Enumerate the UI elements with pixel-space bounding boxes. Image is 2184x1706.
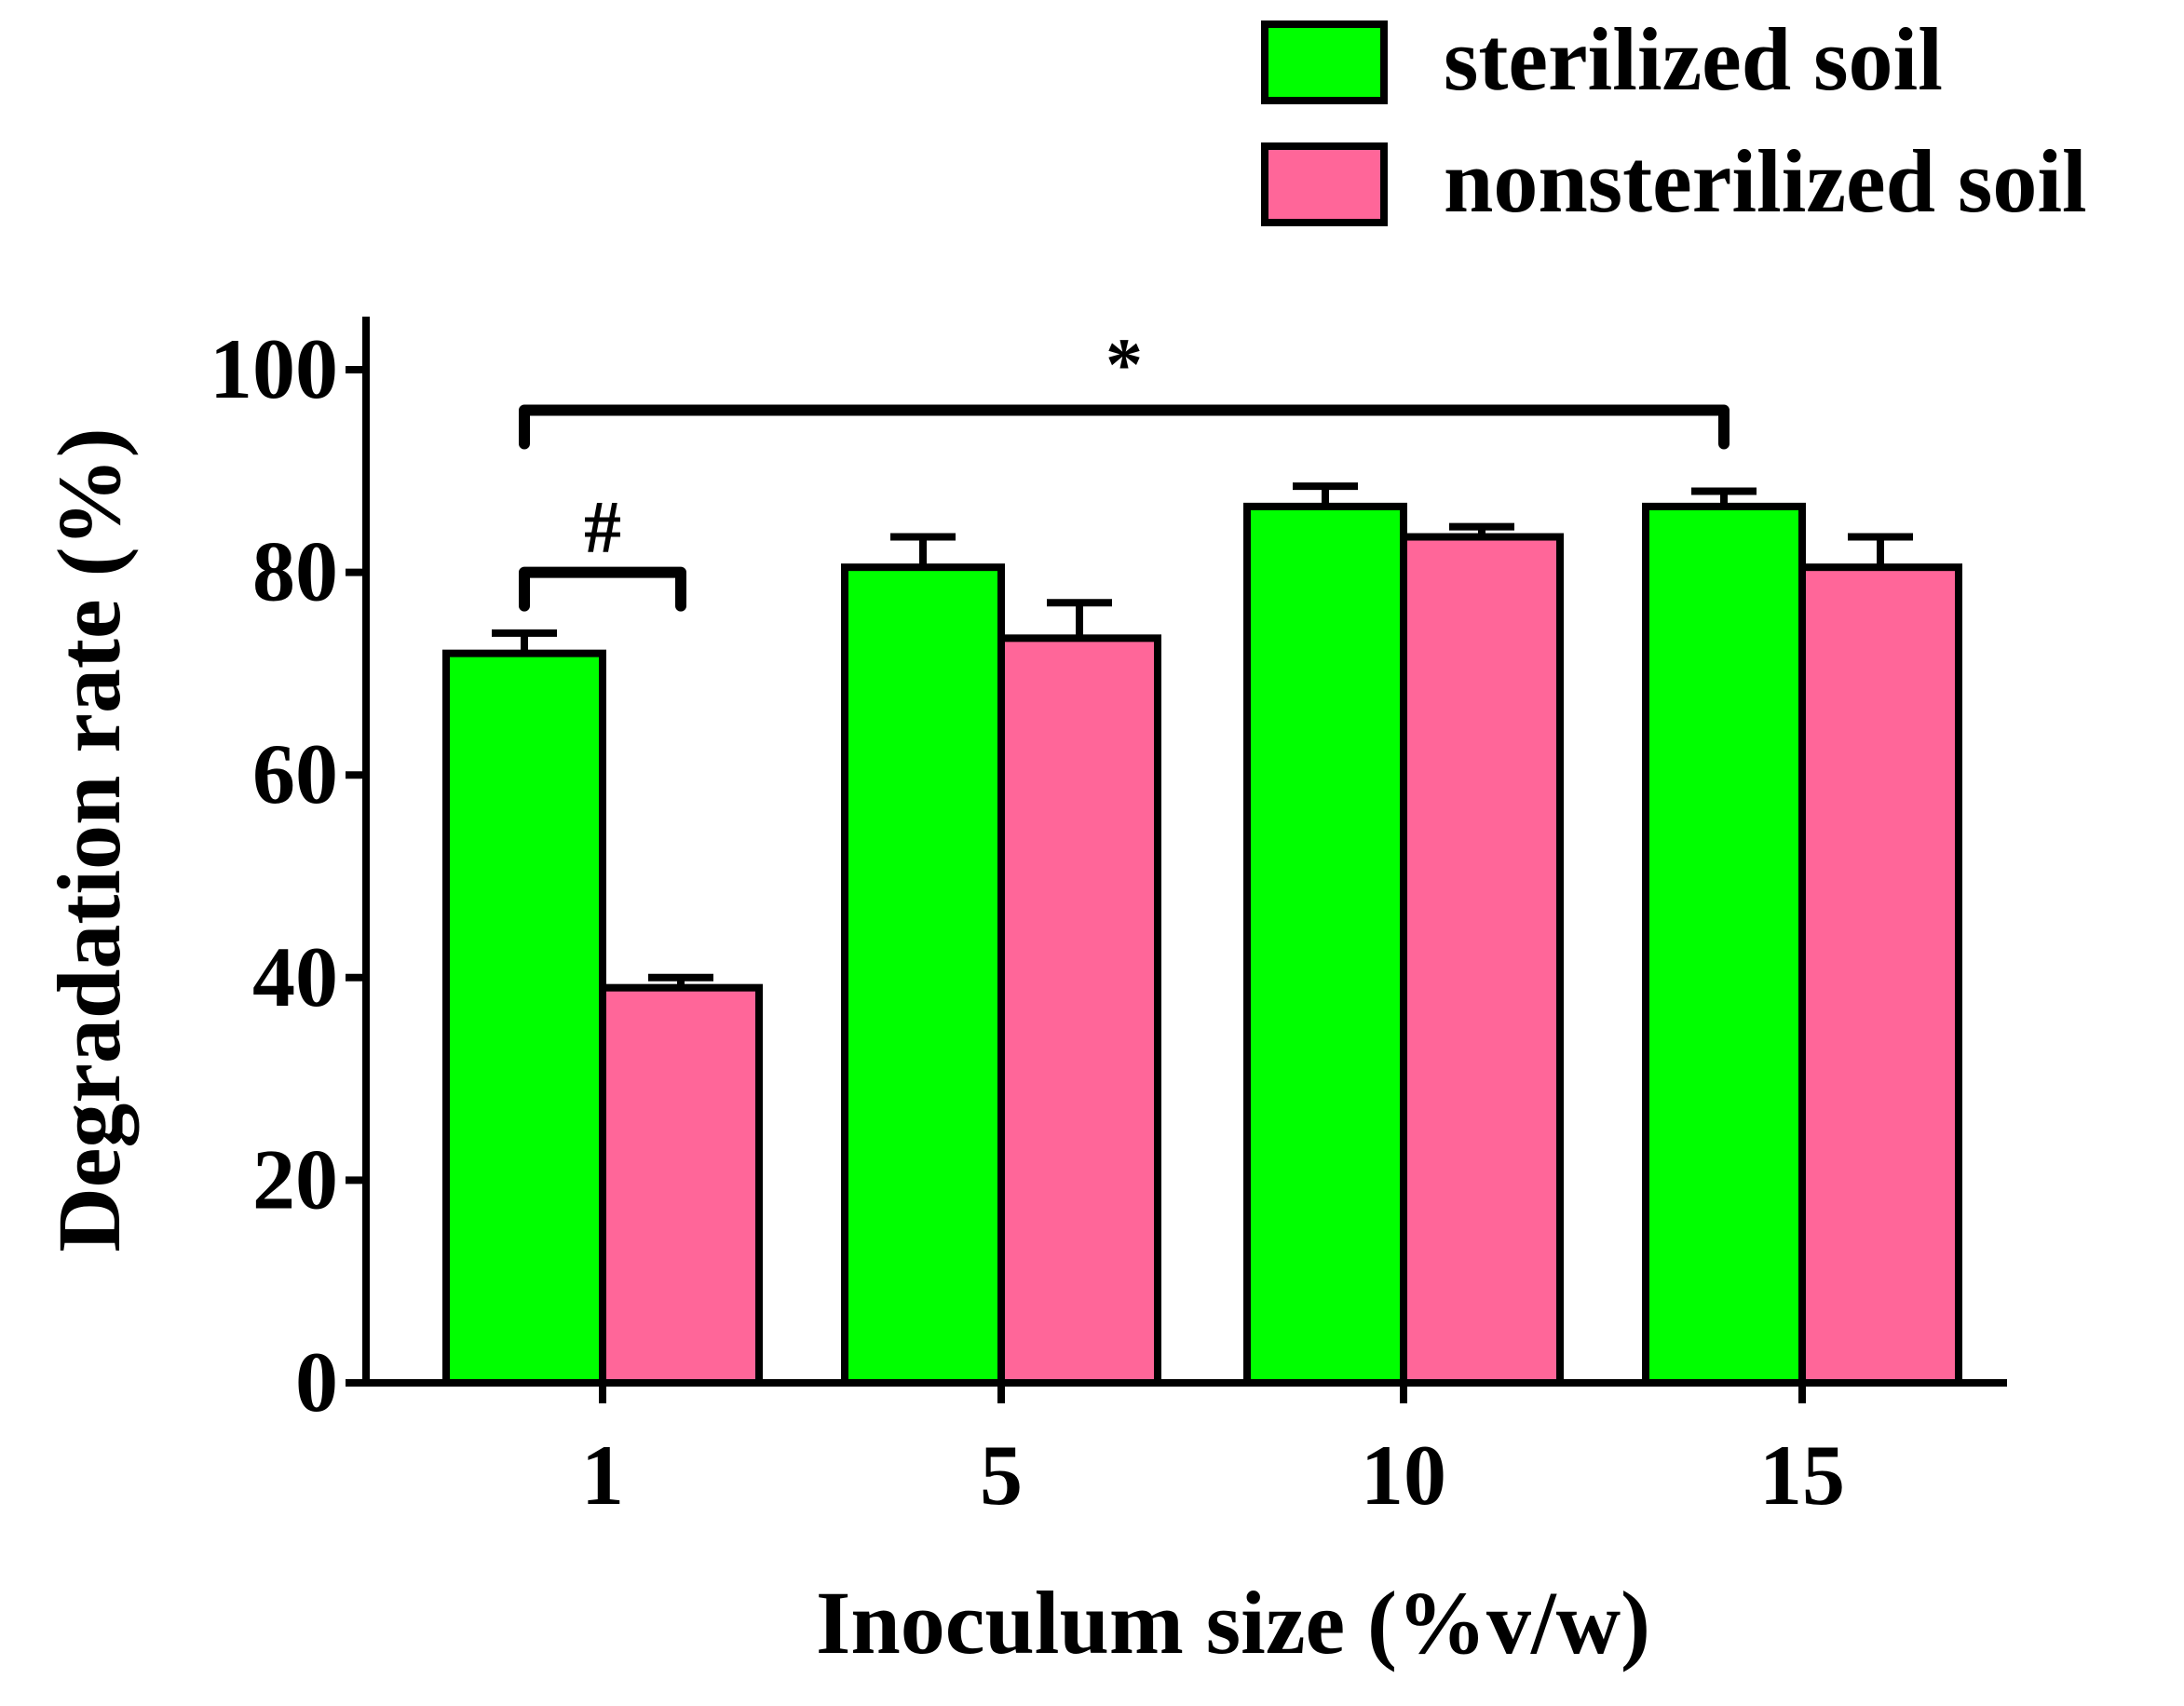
x-tick-label-5: 5 xyxy=(980,1428,1023,1523)
bar-nonsterilized-1 xyxy=(599,983,763,1388)
legend-item-nonsterilized-label: nonsterilized soil xyxy=(1444,131,2087,231)
y-tick-label-100: 100 xyxy=(210,321,338,416)
plot-area xyxy=(442,482,1962,1388)
legend-item-sterilized-label: sterilized soil xyxy=(1444,9,1943,109)
y-tick-label-80: 80 xyxy=(252,524,338,619)
legend: sterilized soil nonsterilized soil xyxy=(1261,9,2087,231)
x-tick-label-1: 1 xyxy=(581,1428,624,1523)
y-tick-label-40: 40 xyxy=(252,929,338,1024)
significance-bracket-star-label: * xyxy=(1106,325,1143,407)
bar-sterilized-10 xyxy=(1243,502,1407,1387)
significance-bracket-hash xyxy=(519,566,686,612)
x-tick-label-15: 15 xyxy=(1759,1428,1845,1523)
bar-nonsterilized-15 xyxy=(1798,563,1962,1387)
x-axis-title: Inoculum size (%v/w) xyxy=(816,1573,1650,1672)
bar-sterilized-5 xyxy=(841,563,1005,1387)
bar-nonsterilized-10 xyxy=(1400,533,1564,1387)
bar-nonsterilized-5 xyxy=(997,634,1161,1387)
legend-item-nonsterilized-swatch xyxy=(1261,142,1388,226)
y-tick-label-60: 60 xyxy=(252,726,338,821)
significance-annotations: *# xyxy=(519,325,1730,612)
significance-bracket-star xyxy=(519,404,1730,450)
y-tick-label-20: 20 xyxy=(252,1131,338,1226)
bar-sterilized-1 xyxy=(442,649,606,1387)
y-axis-title: Degradation rate (%) xyxy=(39,427,139,1252)
x-tick-label-10: 10 xyxy=(1361,1428,1446,1523)
y-tick-label-0: 0 xyxy=(295,1334,338,1429)
legend-item-sterilized-swatch xyxy=(1261,20,1388,104)
bar-sterilized-15 xyxy=(1642,502,1806,1387)
significance-bracket-hash-label: # xyxy=(584,487,621,569)
